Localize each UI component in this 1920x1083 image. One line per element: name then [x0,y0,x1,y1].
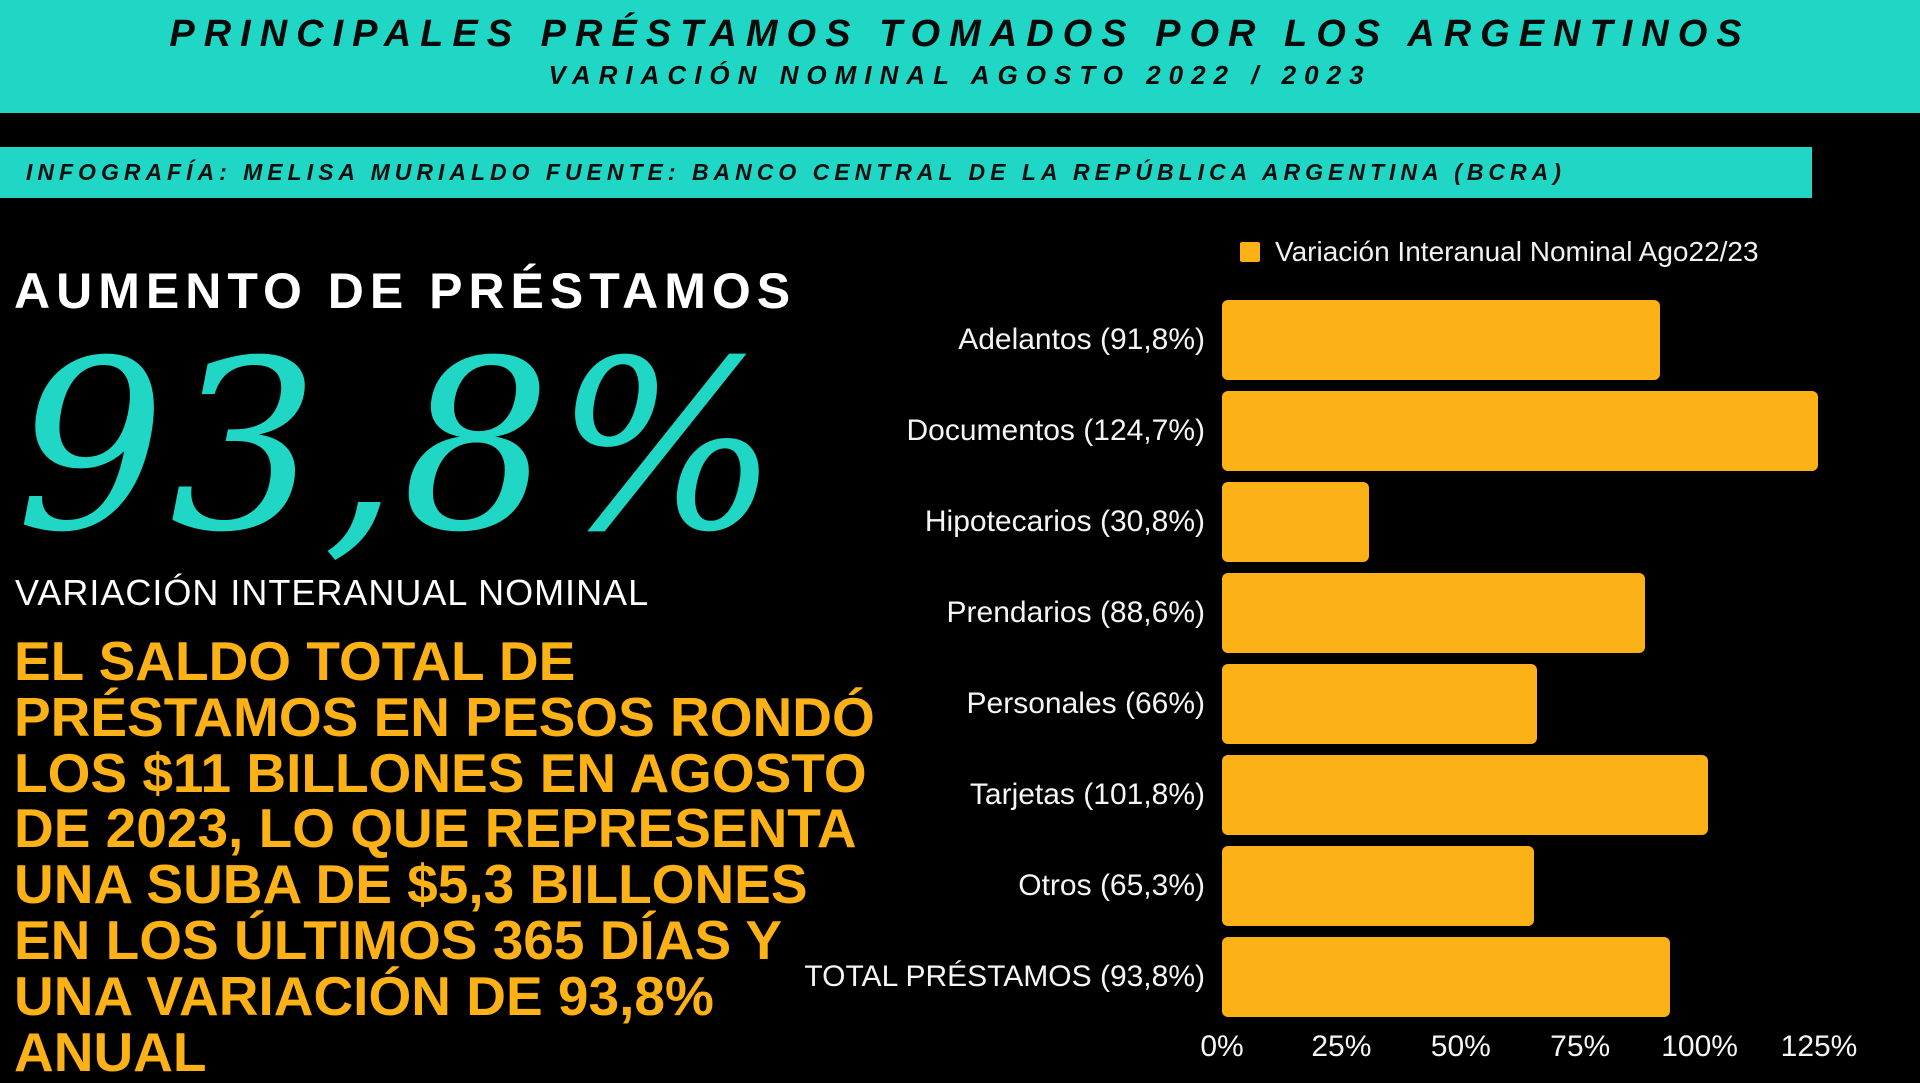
bar-label: Documentos (124,7%) [906,414,1205,447]
chart-row: Prendarios (88,6%) [690,573,1819,653]
bar-label: Adelantos (91,8%) [958,323,1205,356]
bar-documentos[interactable] [1222,391,1818,471]
chart-rows: Adelantos (91,8%) Documentos (124,7%) Hipo… [690,300,1819,1017]
chart-row: Adelantos (91,8%) [690,300,1819,380]
bar-track [1222,573,1819,653]
bar-otros[interactable] [1222,846,1534,926]
chart-legend: Variación Interanual Nominal Ago22/23 [1240,236,1759,268]
chart-row: Documentos (124,7%) [690,391,1819,471]
bar-prendarios[interactable] [1222,573,1646,653]
bar-personales[interactable] [1222,664,1538,744]
chart-row: Tarjetas (101,8%) [690,755,1819,835]
highlight-heading: AUMENTO DE PRÉSTAMOS [14,263,797,319]
bar-chart: Variación Interanual Nominal Ago22/23 Ad… [690,230,1920,1080]
bar-label: TOTAL PRÉSTAMOS (93,8%) [804,960,1205,993]
x-axis-tick: 75% [1550,1030,1611,1063]
legend-label: Variación Interanual Nominal Ago22/23 [1275,236,1759,267]
x-axis-tick: 100% [1661,1030,1738,1063]
bar-track [1222,937,1819,1017]
chart-row: TOTAL PRÉSTAMOS (93,8%) [690,937,1819,1017]
header-banner: PRINCIPALES PRÉSTAMOS TOMADOS POR LOS AR… [0,0,1920,113]
highlight-big-number: 93,8% [16,311,783,584]
credit-strip: INFOGRAFÍA: MELISA MURIALDO FUENTE: BANC… [0,147,1812,198]
bar-label: Tarjetas (101,8%) [969,778,1205,811]
bar-total-préstamos[interactable] [1222,937,1670,1017]
x-axis-tick: 125% [1780,1030,1858,1063]
bar-track [1222,482,1819,562]
x-axis-tick: 25% [1311,1030,1372,1063]
credit-text: INFOGRAFÍA: MELISA MURIALDO FUENTE: BANC… [26,159,1566,185]
page-title: PRINCIPALES PRÉSTAMOS TOMADOS POR LOS AR… [169,13,1751,55]
bar-label: Otros (65,3%) [1018,869,1205,902]
bar-hipotecarios[interactable] [1222,482,1370,562]
bar-label: Personales (66%) [966,687,1205,720]
chart-row: Hipotecarios (30,8%) [690,482,1819,562]
highlight-body-text: EL SALDO TOTAL DE PRÉSTAMOS EN PESOS RON… [14,630,875,1083]
legend-swatch-icon [1240,242,1260,262]
bar-tarjetas[interactable] [1222,755,1709,835]
page-subtitle: VARIACIÓN NOMINAL AGOSTO 2022 / 2023 [548,59,1372,90]
bar-track [1222,846,1819,926]
bar-track [1222,300,1819,380]
bar-label: Prendarios (88,6%) [946,596,1205,629]
chart-row: Personales (66%) [690,664,1819,744]
bar-label: Hipotecarios (30,8%) [924,505,1205,538]
x-axis-tick: 50% [1430,1030,1491,1063]
chart-row: Otros (65,3%) [690,846,1819,926]
chart-x-axis: 0% 25% 50% 75% 100% 125% [1200,1030,1857,1075]
bar-track [1222,664,1819,744]
bar-adelantos[interactable] [1222,300,1661,380]
x-axis-tick: 0% [1200,1030,1244,1063]
bar-track [1222,391,1819,471]
bar-track [1222,755,1819,835]
highlight-caption: VARIACIÓN INTERANUAL NOMINAL [15,572,650,613]
